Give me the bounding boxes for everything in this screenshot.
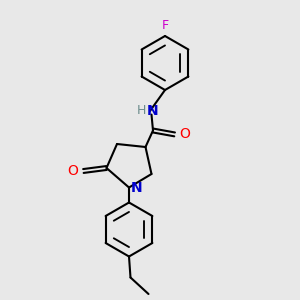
Text: O: O <box>179 128 190 141</box>
Text: F: F <box>161 20 169 32</box>
Text: O: O <box>68 164 79 178</box>
Text: N: N <box>147 104 158 118</box>
Text: N: N <box>130 181 142 194</box>
Text: H: H <box>137 104 146 118</box>
